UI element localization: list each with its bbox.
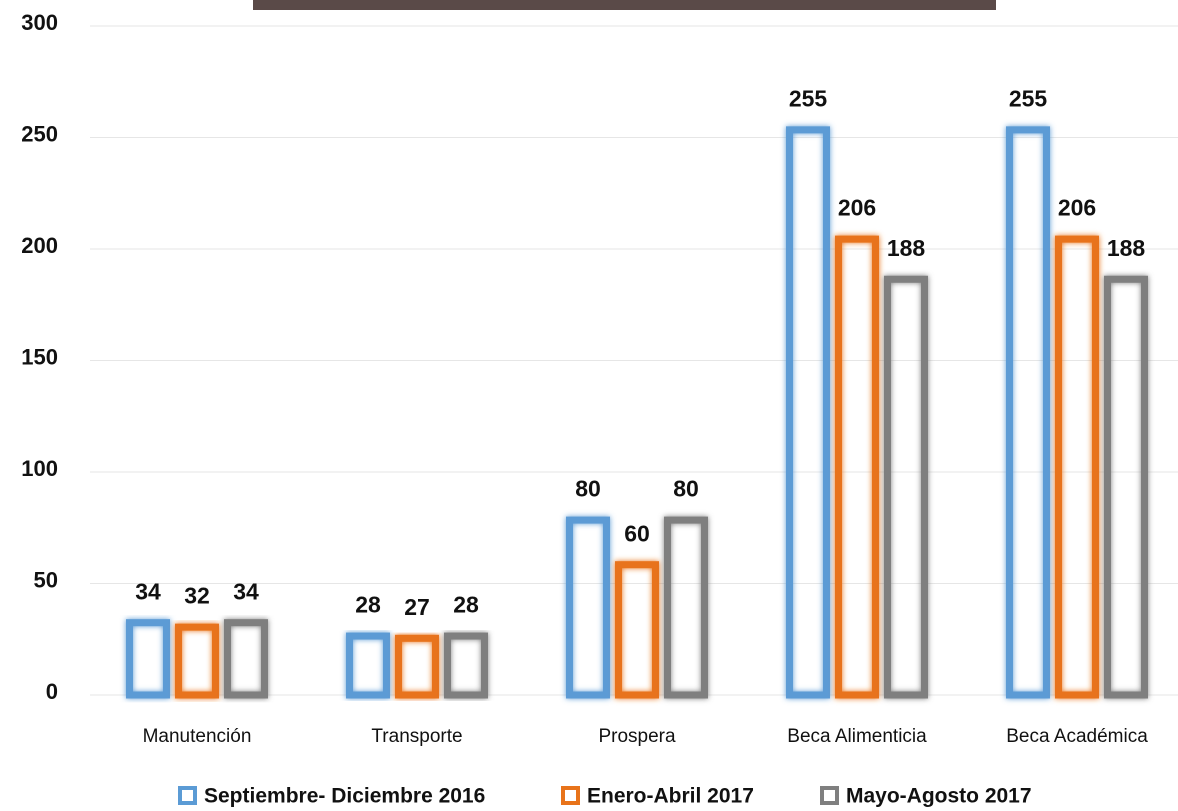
- x-tick-label: Beca Alimenticia: [787, 726, 927, 747]
- value-label: 27: [404, 594, 430, 620]
- x-tick-label: Beca Académica: [1006, 726, 1148, 747]
- bar: [835, 235, 879, 699]
- y-tick-label: 50: [34, 567, 58, 592]
- value-label: 206: [1058, 195, 1096, 221]
- legend-swatch: [561, 786, 580, 805]
- bar: [786, 126, 830, 699]
- y-tick-label: 0: [46, 679, 58, 704]
- y-tick-label: 300: [21, 10, 58, 35]
- bar: [664, 516, 708, 699]
- x-tick-label: Prospera: [598, 726, 676, 747]
- bar: [615, 561, 659, 699]
- bar: [1006, 126, 1050, 699]
- value-label: 34: [135, 578, 161, 604]
- legend-swatch: [820, 786, 839, 805]
- value-label: 28: [355, 592, 381, 618]
- legend-swatch: [178, 786, 197, 805]
- bar: [444, 632, 488, 699]
- value-label: 188: [887, 235, 926, 261]
- value-label: 60: [624, 520, 650, 546]
- y-tick-label: 200: [21, 233, 58, 258]
- value-label: 80: [575, 476, 601, 502]
- x-tick-label: Transporte: [371, 726, 462, 747]
- bar: [224, 619, 268, 699]
- y-tick-label: 150: [21, 344, 58, 369]
- value-label: 32: [184, 583, 210, 609]
- value-label: 206: [838, 195, 876, 221]
- x-tick-label: Manutención: [143, 726, 252, 747]
- value-label: 188: [1107, 235, 1146, 261]
- legend-label: Enero-Abril 2017: [587, 785, 754, 808]
- value-label: 255: [1009, 85, 1048, 111]
- value-label: 34: [233, 578, 259, 604]
- legend-label: Septiembre- Diciembre 2016: [204, 785, 485, 808]
- bar: [1104, 275, 1148, 699]
- photo-strip: [253, 0, 996, 10]
- y-tick-label: 250: [21, 121, 58, 146]
- bar: [884, 275, 928, 699]
- y-tick-label: 100: [21, 456, 58, 481]
- bar: [566, 516, 610, 699]
- bar: [175, 623, 219, 699]
- bar: [395, 634, 439, 699]
- value-label: 80: [673, 476, 699, 502]
- value-label: 255: [789, 85, 828, 111]
- bar: [126, 619, 170, 699]
- bar: [346, 632, 390, 699]
- bar: [1055, 235, 1099, 699]
- value-label: 28: [453, 592, 479, 618]
- legend-label: Mayo-Agosto 2017: [846, 785, 1032, 808]
